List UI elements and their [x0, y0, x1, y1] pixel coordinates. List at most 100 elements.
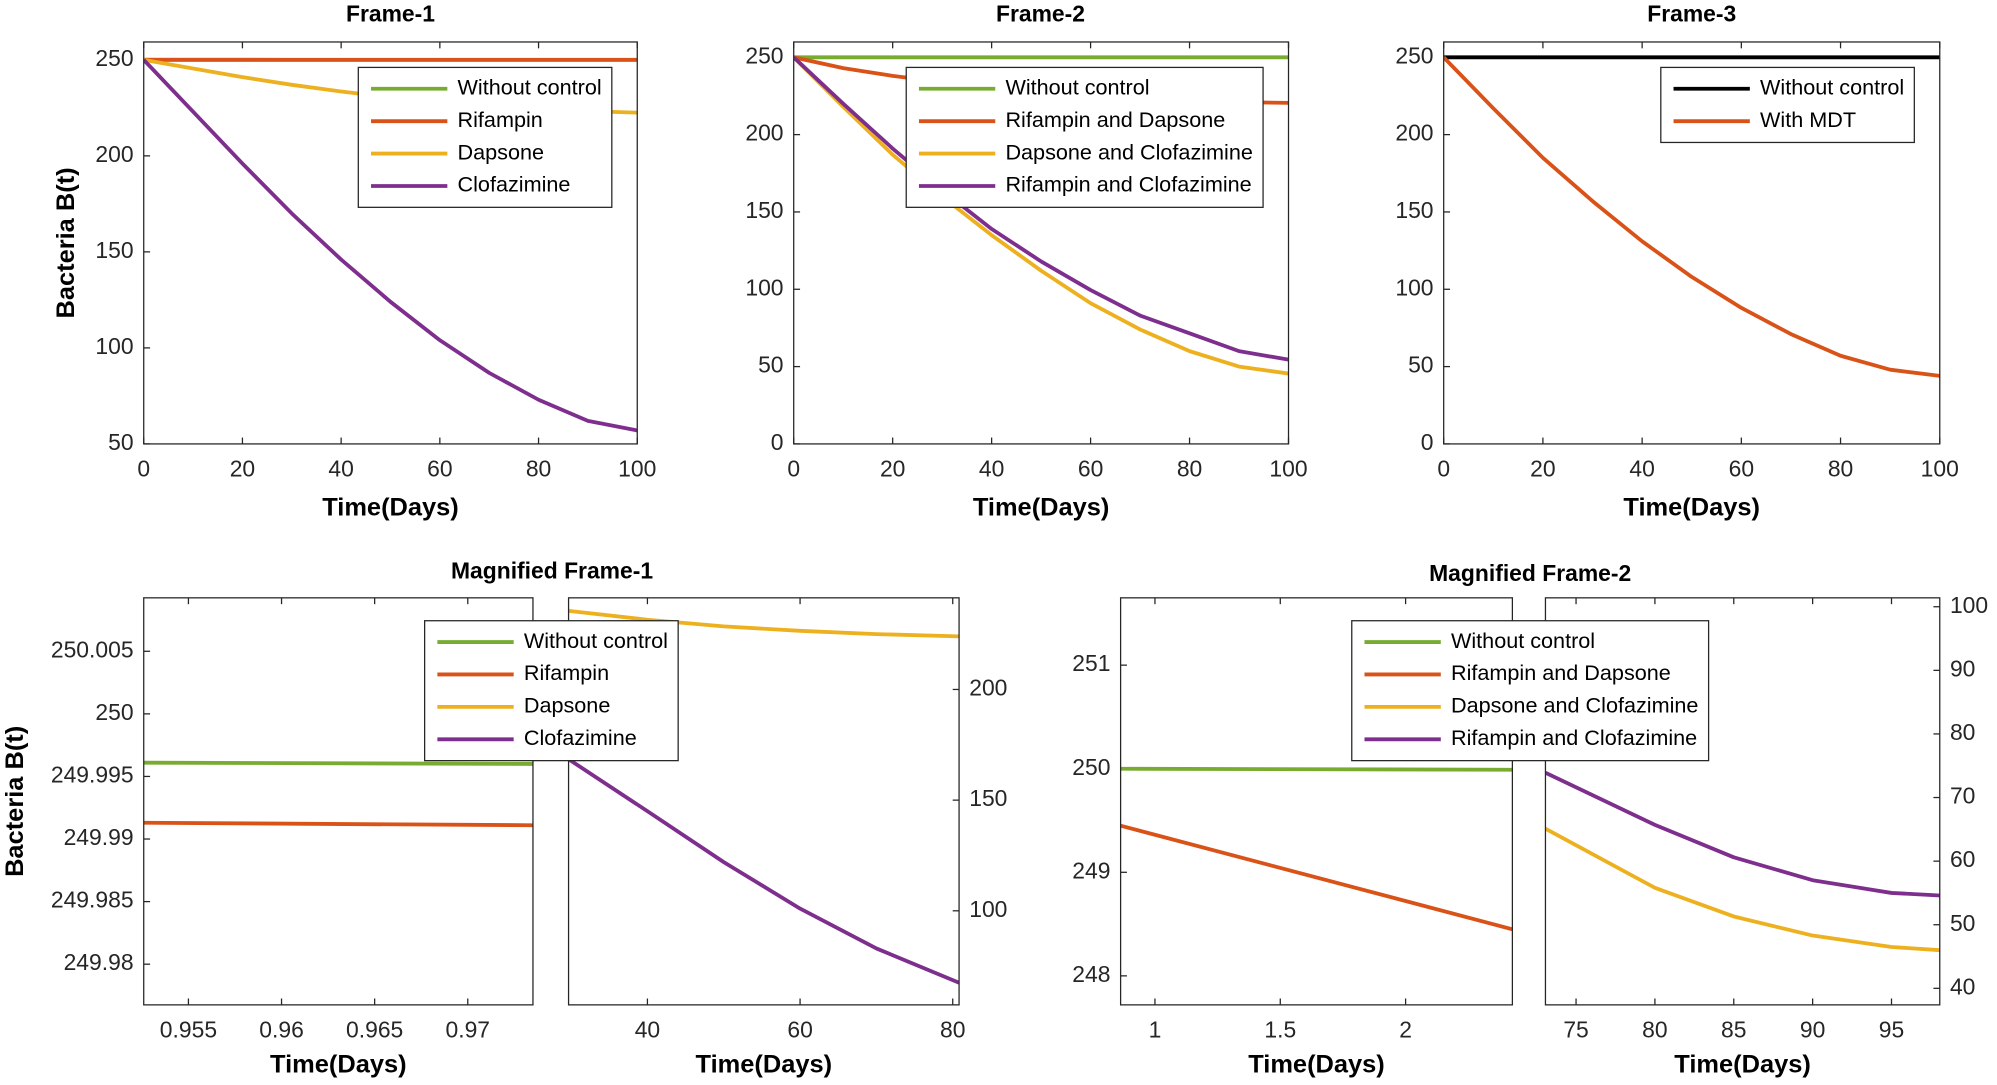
series-line — [143, 58, 638, 433]
axes-box — [1119, 597, 1514, 1006]
y-tick-label: 250 — [95, 45, 133, 71]
x-tick-label: 20 — [230, 456, 255, 482]
x-axis-label: Time(Days) — [1674, 1051, 1811, 1079]
y-tick-label: 150 — [745, 197, 783, 223]
x-axis-label: Time(Days) — [270, 1051, 407, 1079]
x-tick-label: 95 — [1879, 1017, 1904, 1043]
y-tick-label: 50 — [1408, 352, 1433, 378]
lines — [1120, 766, 1513, 932]
y-tick-label: 249.98 — [64, 949, 134, 975]
y-tick-label: 0 — [771, 429, 784, 455]
y-tick-label: 200 — [969, 675, 1007, 701]
x-tick-label: 2 — [1399, 1017, 1412, 1043]
y-tick-label: 249.985 — [51, 887, 134, 913]
y-tick-label: 70 — [1950, 783, 1975, 809]
axes-box — [793, 41, 1290, 445]
y-axis-label: Bacteria B(t) — [52, 167, 80, 318]
legend: Without control With MDT — [1660, 66, 1915, 144]
axes-box — [567, 597, 960, 1006]
x-axis-label: Time(Days) — [1248, 1051, 1385, 1079]
legend: Without control Rifampin and Dapsone Dapso… — [905, 66, 1264, 208]
axes-box — [1544, 597, 1941, 1006]
y-tick-label: 100 — [1395, 274, 1433, 300]
y-tick-label: 250 — [1072, 754, 1110, 780]
x-axis-label: Time(Days) — [973, 494, 1110, 522]
y-tick-label: 80 — [1950, 719, 1975, 745]
lines — [568, 608, 960, 985]
legend-box — [905, 66, 1264, 208]
legend-label: Rifampin and Dapsone — [1451, 660, 1671, 685]
y-tick-label: 0 — [1421, 429, 1434, 455]
chart-title: Frame-3 — [1647, 0, 1736, 26]
x-tick-label: 100 — [1921, 456, 1959, 482]
x-axis-label: Time(Days) — [1623, 494, 1760, 522]
legend-label: Rifampin and Dapsone — [1005, 107, 1225, 132]
legend: Without control Rifampin Dapsone Clofazimin… — [357, 66, 613, 208]
y-tick-label: 50 — [1950, 910, 1975, 936]
series-line — [568, 757, 960, 985]
legend-label: Rifampin and Clofazimine — [1451, 725, 1697, 750]
legend-label: Clofazimine — [458, 172, 571, 197]
y-tick-label: 200 — [745, 120, 783, 146]
y-axis-label: Bacteria B(t) — [1, 726, 29, 877]
y-tick-label: 249 — [1072, 857, 1110, 883]
y-tick-label: 90 — [1950, 655, 1975, 681]
y-tick-label: 200 — [95, 141, 133, 167]
legend-box — [424, 620, 679, 762]
series-line — [143, 760, 533, 766]
y-tick-label: 150 — [95, 237, 133, 263]
x-tick-label: 80 — [1177, 456, 1202, 482]
legend: Without control Rifampin Dapsone Clofazimin… — [424, 620, 679, 762]
x-tick-label: 40 — [979, 456, 1004, 482]
x-tick-label: 80 — [1828, 456, 1853, 482]
legend-label: Without control — [1451, 628, 1595, 653]
y-tick-label: 100 — [969, 896, 1007, 922]
axes-box — [143, 597, 534, 1006]
x-tick-label: 1 — [1149, 1017, 1162, 1043]
x-tick-label: 100 — [618, 456, 656, 482]
y-tick-label: 150 — [969, 785, 1007, 811]
axes-box — [1443, 41, 1941, 445]
x-tick-label: 0.97 — [446, 1017, 491, 1043]
lines — [143, 760, 533, 828]
y-tick-label: 100 — [745, 274, 783, 300]
lines — [1443, 55, 1940, 378]
legend-box — [1351, 620, 1710, 762]
legend-box — [1660, 66, 1915, 144]
legend-label: Without control — [524, 628, 668, 653]
x-tick-label: 75 — [1563, 1017, 1588, 1043]
chart-title: Magnified Frame-1 — [451, 557, 653, 583]
y-tick-label: 250 — [95, 699, 133, 725]
x-tick-label: 0.955 — [160, 1017, 217, 1043]
y-tick-label: 40 — [1950, 973, 1975, 999]
legend-label: Without control — [458, 74, 602, 99]
legend-label: Rifampin — [524, 660, 609, 685]
x-tick-label: 60 — [1078, 456, 1103, 482]
series-line — [143, 820, 533, 828]
y-tick-label: 249.99 — [64, 824, 134, 850]
y-tick-label: 150 — [1395, 197, 1433, 223]
x-tick-label: 0.96 — [259, 1017, 304, 1043]
x-tick-label: 85 — [1721, 1017, 1746, 1043]
legend-label: Clofazimine — [524, 725, 637, 750]
series-line — [1443, 55, 1940, 378]
x-tick-label: 0.965 — [346, 1017, 403, 1043]
legend-label: Without control — [1760, 74, 1904, 99]
chart-title: Frame-2 — [996, 0, 1085, 26]
axes-box — [143, 41, 638, 445]
legend-label: Rifampin — [458, 107, 543, 132]
y-tick-label: 249.995 — [51, 761, 134, 787]
chart-title: Magnified Frame-2 — [1429, 560, 1631, 586]
x-axis-label: Time(Days) — [322, 494, 459, 522]
legend-label: Dapsone — [458, 139, 545, 164]
y-tick-label: 251 — [1072, 650, 1110, 676]
legend-box — [357, 66, 613, 208]
x-tick-label: 40 — [635, 1017, 660, 1043]
x-tick-label: 60 — [787, 1017, 812, 1043]
series-line — [1120, 766, 1513, 772]
x-tick-label: 80 — [940, 1017, 965, 1043]
series-line — [1120, 823, 1513, 932]
lines — [1545, 771, 1940, 953]
legend: Without control Rifampin and Dapsone Dapso… — [1351, 620, 1710, 762]
